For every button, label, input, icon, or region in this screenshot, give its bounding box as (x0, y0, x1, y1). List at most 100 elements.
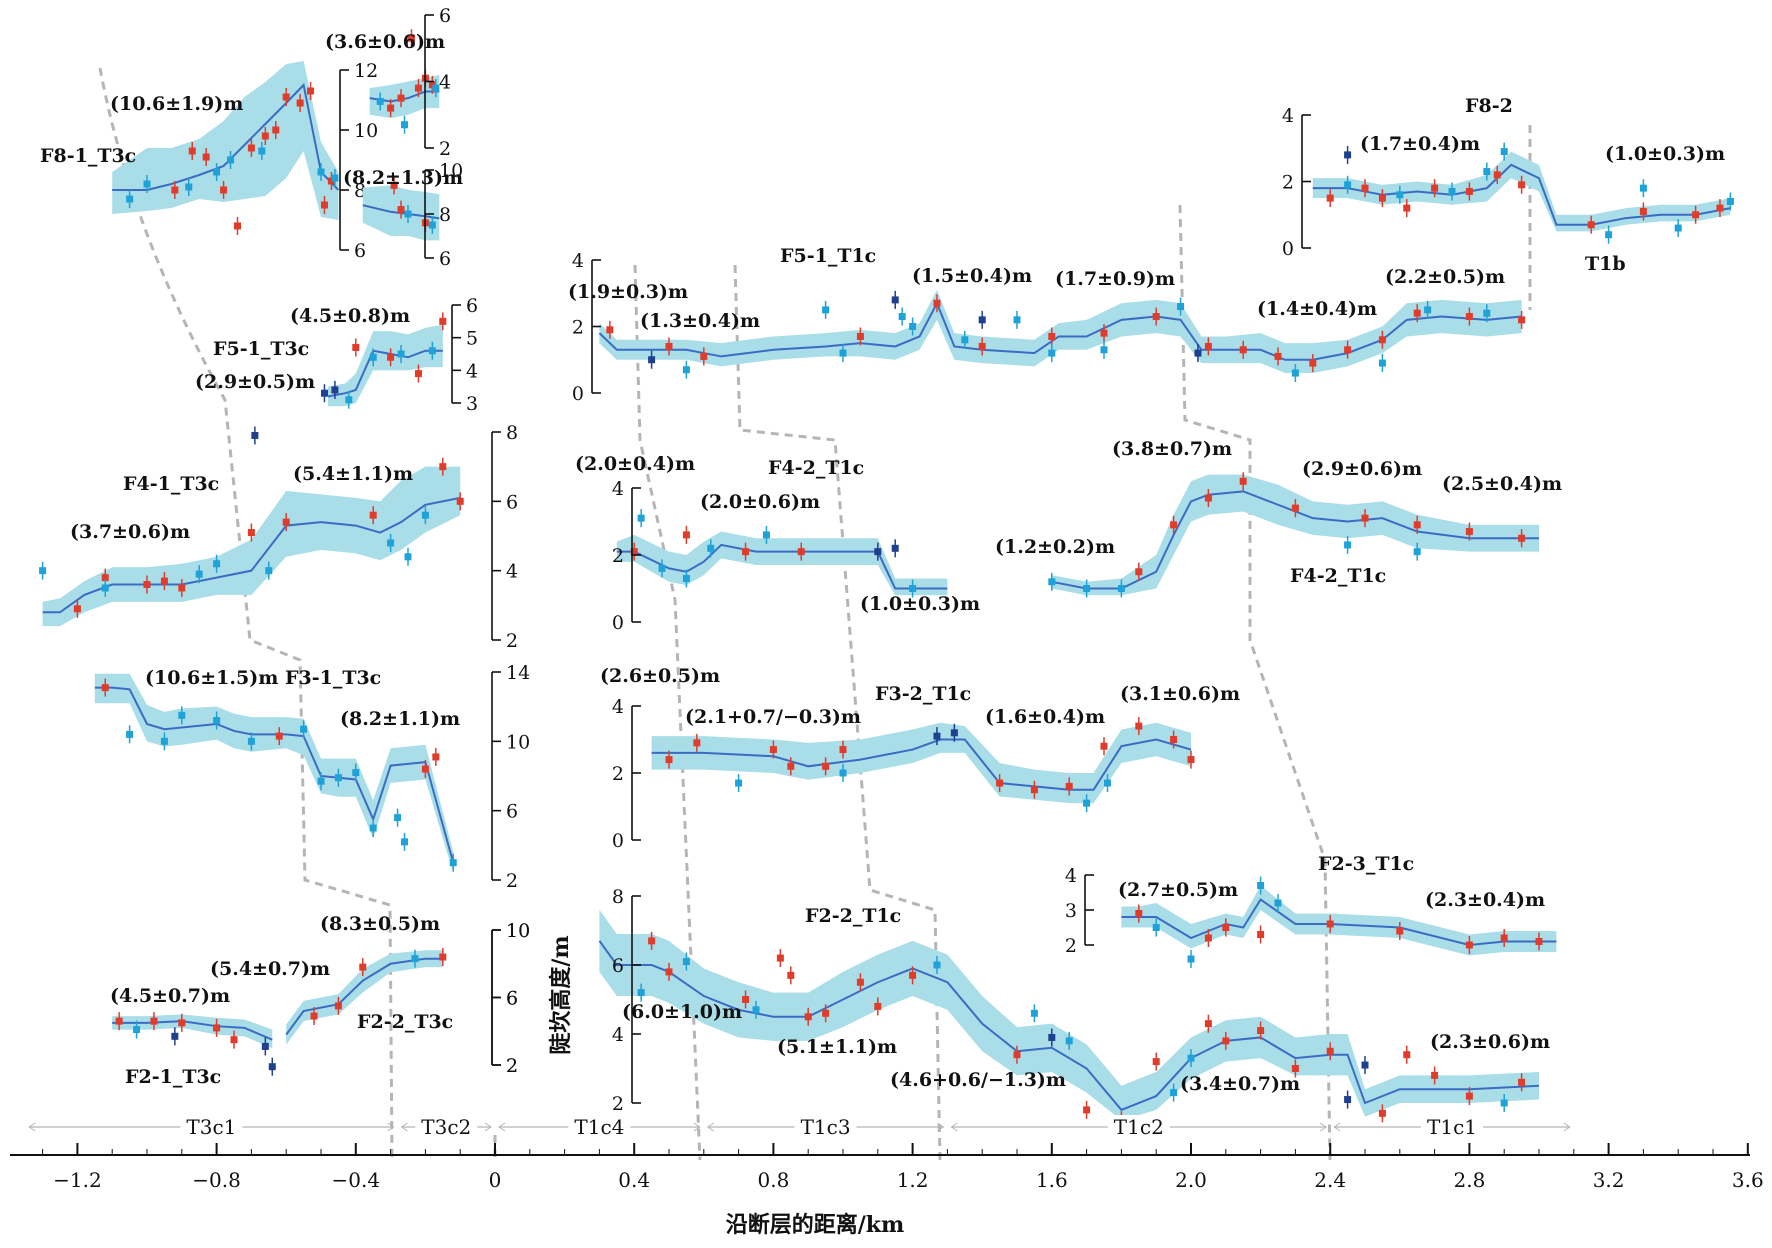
measurement-red (1326, 1047, 1334, 1055)
measurement-cyan (1605, 231, 1613, 239)
panel-y-tick-label: 6 (506, 988, 518, 1010)
panel-label: F2-2_T1c (805, 905, 901, 927)
measurement-cyan (1083, 585, 1091, 592)
panel-annotation: (2.3±0.4)m (1425, 889, 1545, 911)
measurement-cyan (101, 584, 109, 592)
measurement-cyan (898, 313, 906, 321)
panel-annotation: (2.1+0.7/−0.3)m (685, 706, 861, 728)
measurement-red (397, 94, 405, 102)
measurement-red (1518, 534, 1526, 542)
measurement-cyan (1344, 181, 1352, 189)
measurement-red (282, 93, 290, 101)
measurement-red (1048, 332, 1056, 340)
panel-y-tick-label: 4 (439, 72, 451, 94)
panel-y-tick-label: 10 (506, 920, 530, 942)
measurement-navy (978, 316, 986, 324)
panel-label: F5-1_T1c (780, 245, 876, 267)
measurement-cyan (1177, 303, 1185, 311)
measurement-red (202, 153, 210, 161)
measurement-red (247, 529, 255, 537)
measurement-cyan (376, 97, 384, 105)
measurement-red (665, 342, 673, 350)
panel-annotation: T1b (1585, 253, 1626, 275)
panel-label: F3-1_T3c (285, 667, 381, 689)
unit-boundary-line (98, 67, 394, 1161)
unit-label: T1c4 (574, 1115, 624, 1139)
panel-y-tick-label: 14 (506, 662, 530, 684)
panel-f5-1-t1c: 0 2 4 F5-1_T1c (1.9±0.3)m (1.3±0.4)m (1.5±0.4)… (568, 245, 1526, 405)
scarp-height-line (598, 940, 1540, 1112)
panel-y-tick-label: 8 (439, 204, 451, 226)
measurement-navy (251, 431, 259, 439)
panel-annotation: (4.6+0.6/−1.3)m (890, 1069, 1066, 1091)
uncertainty-band (94, 673, 454, 874)
panel-y-tick-label: 2 (1065, 935, 1077, 957)
panel-y-tick-label: 4 (1282, 105, 1294, 127)
unit-arrow-right (693, 1122, 701, 1132)
measurement-red (171, 186, 179, 194)
panel-y-tick-label: 4 (1065, 865, 1077, 887)
panel-annotation: (1.3±0.4)m (640, 310, 760, 332)
panel-annotation: (8.2±1.3)m (343, 167, 463, 189)
scarp-height-line (651, 738, 1192, 791)
panel-y-tick-label: 6 (506, 801, 518, 823)
uncertainty-band (599, 909, 1539, 1121)
panel-y-tick-label: 10 (439, 160, 463, 182)
scarp-height-line (42, 496, 461, 614)
measurement-cyan (160, 737, 168, 745)
panel-y-tick-label: 6 (506, 491, 518, 513)
x-tick-label: 0.4 (618, 1168, 650, 1192)
panel-y-tick-label: 10 (354, 120, 378, 142)
unit-label-bg (415, 1115, 478, 1139)
unit-label: T1c1 (1427, 1115, 1477, 1139)
measurement-red (150, 1017, 158, 1025)
measurement-red (414, 370, 422, 378)
measurement-red (1309, 359, 1317, 367)
scarp-height-line (94, 686, 455, 863)
measurement-cyan (1483, 168, 1491, 176)
measurement-navy (1344, 1096, 1352, 1104)
measurement-red (1639, 207, 1647, 215)
measurement-navy (320, 389, 328, 397)
measurement-cyan (1500, 1099, 1508, 1107)
panel-y-tick-label: 2 (612, 1093, 624, 1115)
measurement-red (1204, 934, 1212, 942)
panel-annotation: (1.7±0.4)m (1360, 133, 1480, 155)
measurement-red (665, 968, 673, 976)
unit-label: T1c3 (801, 1115, 851, 1139)
panel-annotation: (1.4±0.4)m (1257, 298, 1377, 320)
measurement-red (700, 352, 708, 360)
measurement-cyan (394, 814, 402, 822)
panel-annotation: (2.5±0.4)m (1442, 473, 1562, 495)
panel-annotation: (4.5±0.8)m (290, 305, 410, 327)
panel-label: F3-2_T1c (875, 683, 971, 705)
measurement-cyan (1448, 187, 1456, 195)
panel-label: F2-1_T3c (125, 1066, 221, 1088)
measurement-cyan (1378, 359, 1386, 367)
measurement-navy (950, 729, 958, 737)
measurement-cyan (1291, 369, 1299, 377)
panel-annotation: (8.2±1.1)m (340, 708, 460, 730)
measurement-cyan (227, 156, 235, 164)
unit-arrow-left (498, 1122, 506, 1132)
measurement-cyan (195, 570, 203, 578)
measurement-red (334, 1002, 342, 1010)
measurement-red (1413, 521, 1421, 529)
scarp-height-line (1051, 490, 1539, 590)
uncertainty-band (1312, 151, 1731, 232)
measurement-cyan (1065, 1037, 1073, 1045)
measurement-red (797, 548, 805, 556)
measurement-red (1403, 1051, 1411, 1059)
panel-y-tick-label: 4 (506, 561, 518, 583)
measurement-cyan (1257, 882, 1265, 889)
measurement-cyan (39, 567, 47, 575)
panel-y-tick-label: 4 (612, 478, 624, 500)
measurement-cyan (387, 539, 395, 547)
panel-f2-2-t1c: 2 4 6 8 F2-2_T1c (6.0±1.0)m (5.1±1.1)m (4.6+0.6… (598, 886, 1550, 1130)
measurement-cyan (185, 183, 193, 191)
measurement-cyan (178, 711, 186, 719)
measurement-red (1361, 514, 1369, 522)
measurement-navy (1344, 151, 1352, 159)
unit-label-bg (1107, 1115, 1170, 1139)
panel-y-tick-label: 4 (466, 360, 478, 382)
